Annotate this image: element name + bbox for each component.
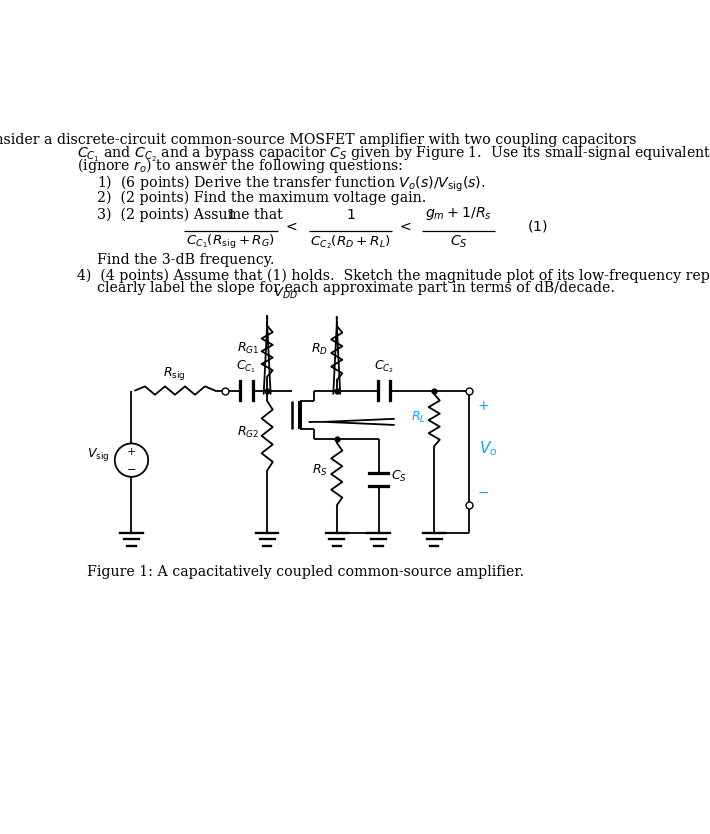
Text: Figure 1: A capacitatively coupled common-source amplifier.: Figure 1: A capacitatively coupled commo…	[87, 565, 524, 579]
Text: $V_{DD}$: $V_{DD}$	[273, 286, 297, 301]
Text: Consider a discrete-circuit common-source MOSFET amplifier with two coupling cap: Consider a discrete-circuit common-sourc…	[0, 133, 636, 147]
Text: 3)  (2 points) Assume that: 3) (2 points) Assume that	[97, 208, 283, 222]
Text: $<$: $<$	[283, 219, 297, 234]
Text: 4)  (4 points) Assume that (1) holds.  Sketch the magnitude plot of its low-freq: 4) (4 points) Assume that (1) holds. Ske…	[77, 269, 710, 284]
Text: $R_D$: $R_D$	[312, 342, 329, 357]
Text: $V_o$: $V_o$	[479, 439, 497, 458]
Text: $C_{C_1}$ and $C_{C_2}$ and a bypass capacitor $C_S$ given by Figure 1.  Use its: $C_{C_1}$ and $C_{C_2}$ and a bypass cap…	[77, 145, 710, 164]
Text: $R_{\mathrm{sig}}$: $R_{\mathrm{sig}}$	[163, 364, 186, 381]
Text: $C_S$: $C_S$	[391, 469, 407, 484]
Text: $R_{G1}$: $R_{G1}$	[236, 340, 259, 355]
Text: $C_{C_2}$: $C_{C_2}$	[374, 359, 394, 375]
Text: $R_{G2}$: $R_{G2}$	[236, 425, 259, 440]
Text: $R_S$: $R_S$	[312, 463, 329, 478]
Text: +: +	[477, 399, 489, 413]
Text: $<$: $<$	[397, 219, 412, 234]
Text: 2)  (2 points) Find the maximum voltage gain.: 2) (2 points) Find the maximum voltage g…	[97, 191, 426, 205]
Text: Find the 3-dB frequency.: Find the 3-dB frequency.	[97, 253, 274, 267]
Text: $1$: $1$	[226, 208, 236, 222]
Text: $C_{C_1}$: $C_{C_1}$	[236, 359, 256, 375]
Text: +: +	[127, 448, 136, 458]
Text: $g_m+1/R_s$: $g_m+1/R_s$	[425, 205, 492, 222]
Text: $1$: $1$	[346, 208, 356, 222]
Text: clearly label the slope for each approximate part in terms of dB/decade.: clearly label the slope for each approxi…	[97, 281, 615, 295]
Text: (ignore $r_o$) to answer the following questions:: (ignore $r_o$) to answer the following q…	[77, 156, 403, 175]
Text: $C_{C_2}(R_D+R_L)$: $C_{C_2}(R_D+R_L)$	[310, 234, 391, 251]
Text: $(1)$: $(1)$	[527, 219, 547, 234]
Text: $V_{\mathrm{sig}}$: $V_{\mathrm{sig}}$	[87, 446, 109, 463]
Text: $C_S$: $C_S$	[449, 234, 467, 249]
Text: $-$: $-$	[477, 485, 489, 499]
Text: $-$: $-$	[126, 463, 136, 473]
Text: 1)  (6 points) Derive the transfer function $V_o(s)/V_{\mathrm{sig}}(s)$.: 1) (6 points) Derive the transfer functi…	[97, 174, 486, 194]
Text: $C_{C_1}(R_{\mathrm{sig}}+R_G)$: $C_{C_1}(R_{\mathrm{sig}}+R_G)$	[187, 234, 275, 251]
Text: $R_L$: $R_L$	[411, 409, 426, 425]
